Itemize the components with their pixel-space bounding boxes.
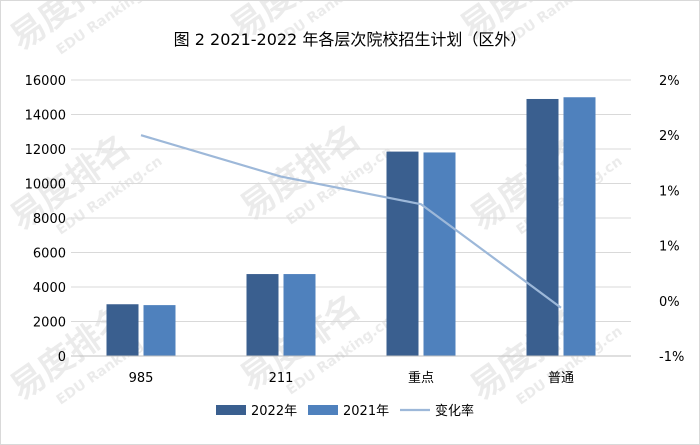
left-axis-tick-label: 8000: [33, 212, 66, 227]
legend-swatch: [216, 405, 246, 415]
right-axis-tick-label: -1%: [659, 350, 684, 365]
legend-label: 变化率: [435, 403, 474, 419]
left-axis-tick-label: 10000: [25, 178, 66, 193]
left-axis-tick-label: 6000: [33, 247, 66, 262]
chart-title: 图 2 2021-2022 年各层次院校招生计划（区外）: [174, 30, 527, 49]
category-label: 重点: [408, 370, 434, 386]
change-rate-line: [140, 134, 562, 309]
left-axis-tick-label: 0: [58, 350, 66, 365]
category-label: 普通: [548, 371, 574, 386]
left-axis-tick-label: 16000: [25, 74, 66, 89]
right-axis-tick-label: 2%: [659, 129, 680, 144]
bar-2021年: [423, 152, 456, 356]
category-label: 985: [129, 371, 154, 386]
axes: 0 2000 4000 6000 8000 10000 12000 14000 16000 -1%…: [25, 74, 685, 386]
bar-2022年: [106, 304, 139, 356]
bar-2022年: [386, 151, 419, 356]
bar-2021年: [563, 97, 596, 356]
bar-2022年: [246, 274, 279, 356]
bar-2021年: [283, 274, 316, 356]
left-axis-tick-label: 14000: [25, 109, 66, 124]
left-axis-tick-label: 12000: [25, 143, 66, 158]
bar-2022年: [526, 98, 559, 356]
legend-swatch: [308, 405, 338, 415]
left-axis-tick-label: 2000: [33, 316, 66, 331]
legend: 2022年 2021年 变化率: [216, 403, 474, 419]
category-label: 211: [269, 371, 294, 386]
right-axis-tick-label: 1%: [659, 240, 680, 255]
bars: [106, 97, 596, 356]
bar-2021年: [143, 305, 176, 356]
legend-label: 2021年: [343, 404, 389, 419]
right-axis-tick-label: 1%: [659, 184, 680, 199]
right-axis-tick-label: 0%: [659, 295, 680, 310]
legend-label: 2022年: [251, 404, 297, 419]
right-axis-tick-label: 2%: [659, 74, 680, 89]
left-axis-tick-label: 4000: [33, 281, 66, 296]
series-line-变化率: [140, 134, 562, 309]
